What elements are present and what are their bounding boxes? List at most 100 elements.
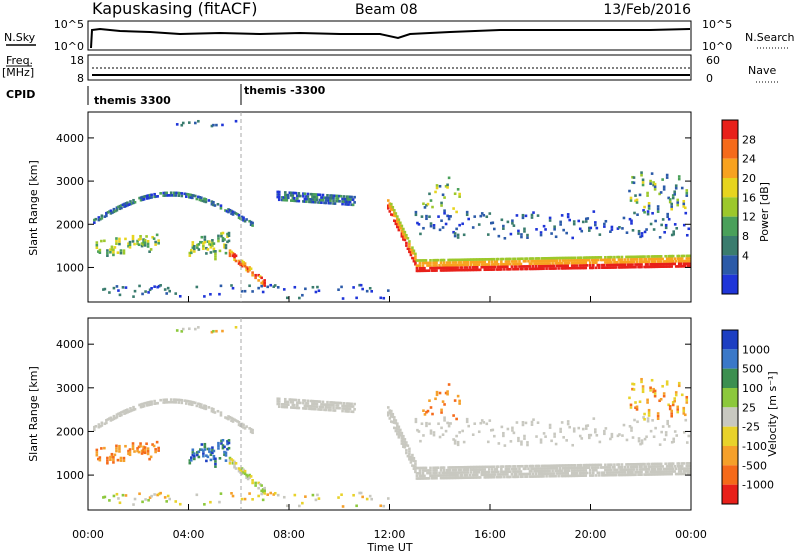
echo-cell: [581, 264, 585, 267]
echo-cell: [608, 258, 612, 262]
echo-cell: [429, 466, 432, 470]
echo-cell: [302, 194, 305, 198]
echo-cell: [133, 200, 137, 204]
echo-cell: [647, 465, 651, 468]
echo-cell: [314, 195, 317, 199]
echo-cell: [477, 258, 481, 261]
echo-cell: [484, 470, 488, 474]
echo-cell: [424, 259, 428, 262]
echo-cell: [491, 465, 494, 469]
echo-cell: [475, 263, 479, 266]
echo-cell: [610, 263, 613, 267]
echo-cell: [399, 224, 402, 227]
echo-cell: [261, 488, 265, 491]
echo-cell: [214, 465, 217, 468]
echo-cell: [500, 470, 503, 474]
echo-cell: [554, 267, 557, 270]
echo-cell: [593, 468, 597, 472]
echo-cell: [503, 470, 506, 474]
echo-cell: [610, 261, 613, 264]
echo-cell: [243, 219, 247, 223]
echo-cell: [632, 468, 636, 471]
echo-cell: [227, 441, 231, 445]
echo-cell: [109, 250, 112, 254]
echo-cell: [489, 265, 493, 269]
echo-cell: [260, 276, 263, 280]
echo-cell: [676, 257, 680, 260]
echo-cell: [126, 408, 129, 411]
echo-cell: [120, 204, 123, 207]
echo-cell: [630, 426, 633, 430]
echo-cell: [131, 444, 135, 448]
echo-cell: [171, 194, 175, 197]
colorbar-tick-label: 8: [742, 230, 749, 243]
echo-cell: [456, 394, 460, 398]
echo-cell: [347, 198, 350, 201]
echo-cell: [456, 236, 460, 239]
echo-cell: [234, 254, 238, 258]
echo-cell: [528, 257, 532, 260]
echo-cell: [263, 281, 266, 285]
echo-cell: [619, 468, 622, 472]
echo-cell: [484, 263, 488, 266]
echo-cell: [491, 268, 494, 271]
echo-cell: [460, 266, 464, 269]
echo-cell: [427, 269, 431, 272]
echo-cell: [509, 267, 512, 271]
echo-cell: [472, 465, 476, 469]
echo-cell: [528, 475, 532, 478]
echo-cell: [549, 256, 553, 260]
echo-cell: [443, 419, 446, 422]
echo-cell: [446, 186, 449, 189]
echo-cell: [251, 431, 254, 435]
echo-cell: [442, 468, 446, 472]
echo-cell: [311, 200, 314, 204]
echo-cell: [309, 399, 313, 403]
echo-cell: [447, 466, 450, 469]
echo-cell: [655, 257, 658, 261]
echo-cell: [459, 468, 462, 472]
echo-cell: [676, 405, 680, 409]
echo-cell: [543, 469, 547, 473]
echo-cell: [566, 215, 570, 219]
echo-cell: [661, 425, 665, 428]
echo-cell: [424, 261, 428, 265]
echo-cell: [536, 475, 539, 478]
echo-cell: [412, 467, 416, 471]
echo-cell: [143, 446, 147, 449]
echo-cell: [212, 200, 215, 204]
echo-cell: [506, 470, 509, 474]
echo-cell: [153, 285, 156, 288]
echo-cell: [155, 440, 159, 444]
echo-cell: [205, 252, 208, 255]
echo-cell: [548, 267, 551, 270]
echo-cell: [198, 198, 202, 202]
echo-cell: [607, 471, 610, 474]
echo-cell: [632, 260, 636, 264]
echo-cell: [534, 475, 538, 478]
echo-cell: [283, 193, 287, 197]
echo-cell: [257, 279, 260, 282]
echo-cell: [452, 438, 455, 441]
echo-cell: [483, 465, 487, 469]
echo-cell: [571, 443, 575, 447]
velocity-ylabel: Slant Range [km]: [27, 366, 40, 462]
echo-cell: [584, 256, 588, 259]
echo-cell: [519, 262, 523, 266]
echo-cell: [286, 400, 290, 404]
echo-cell: [341, 407, 344, 410]
echo-cell: [543, 472, 547, 476]
echo-cell: [190, 456, 193, 459]
echo-cell: [532, 211, 535, 214]
echo-cell: [228, 251, 232, 255]
echo-cell: [680, 254, 684, 258]
echo-cell: [487, 257, 491, 261]
echo-cell: [646, 212, 650, 216]
echo-cell: [513, 257, 517, 261]
echo-cell: [448, 471, 452, 475]
echo-cell: [323, 408, 326, 412]
echo-cell: [595, 266, 598, 270]
echo-cell: [670, 472, 673, 476]
echo-cell: [314, 193, 317, 196]
echo-cell: [623, 473, 627, 477]
